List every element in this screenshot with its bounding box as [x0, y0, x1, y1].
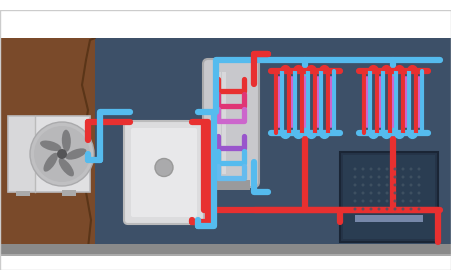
Circle shape	[410, 176, 413, 179]
FancyBboxPatch shape	[124, 121, 204, 224]
Circle shape	[362, 167, 364, 171]
Circle shape	[394, 183, 396, 186]
Circle shape	[354, 167, 356, 171]
Circle shape	[401, 167, 405, 171]
Circle shape	[418, 183, 420, 186]
Circle shape	[418, 207, 420, 211]
Circle shape	[386, 207, 388, 211]
Bar	[0, 254, 451, 258]
Circle shape	[386, 183, 388, 186]
Circle shape	[394, 199, 396, 202]
Ellipse shape	[40, 141, 61, 151]
Circle shape	[410, 167, 413, 171]
Circle shape	[401, 207, 405, 211]
Circle shape	[386, 167, 388, 171]
FancyBboxPatch shape	[131, 128, 197, 217]
Ellipse shape	[59, 158, 74, 176]
Bar	[9, 117, 35, 191]
Bar	[95, 38, 451, 248]
Circle shape	[394, 167, 396, 171]
Bar	[222, 72, 226, 174]
Circle shape	[386, 176, 388, 179]
Ellipse shape	[43, 153, 58, 172]
Circle shape	[394, 192, 396, 195]
Circle shape	[354, 199, 356, 202]
Circle shape	[354, 176, 356, 179]
Circle shape	[377, 199, 381, 202]
FancyBboxPatch shape	[203, 59, 259, 187]
Bar	[0, 10, 95, 248]
Circle shape	[362, 199, 364, 202]
Circle shape	[377, 207, 381, 211]
Circle shape	[418, 176, 420, 179]
Bar	[355, 215, 423, 222]
Circle shape	[369, 176, 373, 179]
Bar	[8, 116, 90, 192]
Circle shape	[386, 199, 388, 202]
Circle shape	[401, 183, 405, 186]
Circle shape	[377, 183, 381, 186]
Circle shape	[369, 207, 373, 211]
Circle shape	[377, 192, 381, 195]
Circle shape	[34, 126, 90, 182]
Circle shape	[401, 192, 405, 195]
Circle shape	[418, 192, 420, 195]
Circle shape	[155, 158, 173, 176]
Circle shape	[30, 122, 94, 186]
Circle shape	[369, 183, 373, 186]
Circle shape	[418, 199, 420, 202]
Bar	[0, 256, 451, 270]
Circle shape	[362, 192, 364, 195]
Circle shape	[362, 176, 364, 179]
Circle shape	[354, 207, 356, 211]
Circle shape	[410, 183, 413, 186]
Circle shape	[401, 199, 405, 202]
Circle shape	[394, 176, 396, 179]
Bar	[0, 10, 451, 38]
Circle shape	[354, 192, 356, 195]
Bar	[0, 244, 451, 256]
Bar	[16, 190, 30, 196]
Bar	[62, 190, 76, 196]
Circle shape	[369, 192, 373, 195]
Circle shape	[410, 207, 413, 211]
Bar	[0, 256, 451, 270]
Circle shape	[354, 183, 356, 186]
Circle shape	[377, 167, 381, 171]
Circle shape	[410, 199, 413, 202]
Bar	[340, 152, 438, 242]
Circle shape	[410, 192, 413, 195]
Circle shape	[401, 176, 405, 179]
Circle shape	[362, 207, 364, 211]
Circle shape	[362, 183, 364, 186]
Bar	[343, 155, 435, 239]
Ellipse shape	[65, 148, 87, 160]
Circle shape	[386, 192, 388, 195]
Polygon shape	[0, 10, 95, 248]
Circle shape	[369, 199, 373, 202]
Circle shape	[369, 167, 373, 171]
Circle shape	[418, 167, 420, 171]
Bar	[213, 72, 221, 174]
Circle shape	[57, 149, 67, 159]
Circle shape	[394, 207, 396, 211]
Circle shape	[377, 176, 381, 179]
Bar	[212, 180, 250, 190]
Ellipse shape	[62, 130, 71, 152]
